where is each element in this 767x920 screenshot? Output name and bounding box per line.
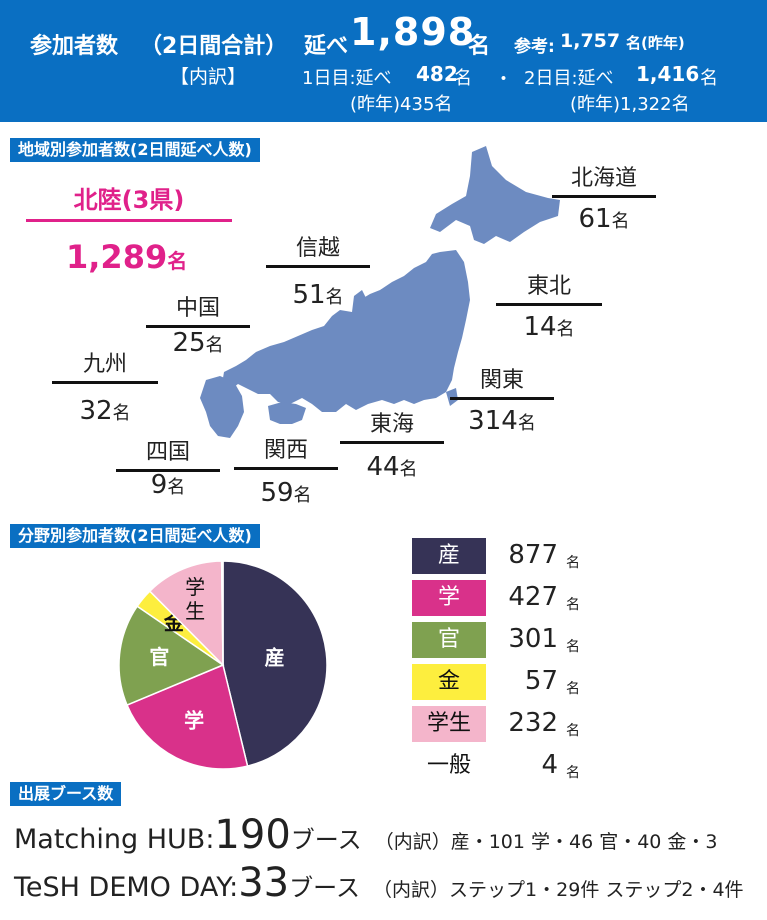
booth-name: Matching HUB — [14, 824, 206, 855]
booth-count: 33 — [238, 860, 290, 906]
map-kyushu — [200, 376, 244, 438]
legend-value-3: 57 — [524, 666, 558, 696]
day1-unit: 名 — [454, 68, 472, 89]
region-tohoku-name: 東北 — [496, 268, 602, 306]
booth-count: 190 — [214, 812, 291, 858]
pie-slice-1 — [126, 663, 249, 770]
legend-value-4: 232 — [508, 708, 558, 738]
legend-value-5: 4 — [541, 750, 558, 780]
region-kyushu-name: 九州 — [52, 346, 158, 384]
booth-colon: : — [205, 824, 215, 855]
legend-unit-4: 名 — [566, 723, 580, 739]
legend-unit-0: 名 — [566, 555, 580, 571]
region-kanto-name: 関東 — [450, 362, 554, 400]
pie-slice-2 — [118, 605, 225, 707]
legend-swatch-5: 一般 — [412, 748, 486, 784]
legend-swatch-1: 学 — [412, 580, 486, 616]
hokuriku-region-count: 1,289名 — [66, 238, 188, 276]
pie-slice-0 — [222, 560, 328, 767]
map-noto — [352, 290, 366, 312]
booth-unit: ブース — [290, 826, 362, 854]
legend-swatch-2: 官 — [412, 622, 486, 658]
region-tokai-count: 44名 — [366, 452, 418, 482]
legend-swatch-4: 学生 — [412, 706, 486, 742]
day1-label: 1日目:延べ — [302, 68, 392, 89]
region-section-title: 地域別参加者数(2日間延べ人数) — [10, 138, 260, 162]
region-hokkaido-name: 北海道 — [552, 160, 656, 198]
reference-value: 1,757 — [560, 30, 621, 52]
separator: ・ — [494, 68, 514, 90]
booth-unit: ブース — [289, 874, 360, 902]
pie-slice-5 — [220, 560, 224, 666]
region-kansai-count: 59名 — [260, 478, 312, 508]
pie-slice-4 — [148, 560, 224, 667]
pie-slice-label-4-1: 生 — [185, 599, 205, 623]
region-shinetsu-name: 信越 — [266, 230, 370, 268]
japan-map — [200, 146, 560, 438]
booth-detail: （内訳）ステップ1・29件 ステップ2・4件 — [373, 879, 744, 901]
legend-unit-1: 名 — [566, 597, 580, 613]
pie-slice-label-1: 学 — [184, 709, 204, 733]
region-chugoku-count: 25名 — [172, 328, 224, 358]
region-tohoku-count: 14名 — [523, 312, 575, 342]
legend-swatch-3: 金 — [412, 664, 486, 700]
booth-name: TeSH DEMO DAY — [14, 872, 230, 903]
total-unit: 名 — [468, 34, 491, 59]
day2-label: 2日目:延べ — [524, 68, 614, 89]
region-kansai-name: 関西 — [234, 432, 338, 470]
day1-value: 482 — [416, 62, 458, 86]
legend-unit-5: 名 — [566, 765, 580, 781]
region-tokai-name: 東海 — [340, 406, 444, 444]
legend-value-0: 877 — [508, 540, 558, 570]
summary-header: 参加者数 （2日間合計） 延べ 1,898 名 参考: 1,757 名(昨年) … — [0, 0, 767, 122]
booth-row-matching-hub: Matching HUB:190ブース （内訳）産・101 学・46 官・40 … — [14, 812, 718, 858]
legend-value-1: 427 — [508, 582, 558, 612]
booth-row-tesh-demo-day: TeSH DEMO DAY:33ブース （内訳）ステップ1・29件 ステップ2・… — [14, 860, 744, 906]
region-shikoku-count: 9名 — [150, 470, 186, 500]
total-prefix: 延べ — [304, 34, 349, 59]
reference-unit: 名(昨年) — [626, 34, 685, 52]
booth-detail: （内訳）産・101 学・46 官・40 金・3 — [374, 831, 718, 853]
reference-label: 参考: — [514, 37, 555, 57]
period-label: （2日間合計） — [140, 34, 288, 59]
pie-slice-label-0: 産 — [265, 645, 285, 669]
pie-slice-label-2: 官 — [149, 645, 169, 669]
map-hokkaido — [430, 146, 560, 244]
legend-unit-2: 名 — [566, 639, 580, 655]
participants-label: 参加者数 — [30, 34, 119, 59]
legend-swatch-0: 産 — [412, 538, 486, 574]
booth-section-title: 出展ブース数 — [10, 782, 122, 806]
booth-colon: : — [229, 872, 239, 903]
region-hokkaido-count: 61名 — [578, 204, 630, 234]
breakdown-label: 【内訳】 — [170, 66, 247, 88]
region-kyushu-count: 32名 — [79, 396, 131, 426]
day1-previous: (昨年)435名 — [350, 94, 453, 115]
field-section-title: 分野別参加者数(2日間延べ人数) — [10, 524, 260, 548]
region-chugoku-name: 中国 — [146, 290, 250, 328]
total-participants: 1,898 — [350, 10, 476, 54]
map-honshu — [222, 250, 470, 412]
legend-unit-3: 名 — [566, 681, 580, 697]
pie-slice-label-4-0: 学 — [185, 575, 205, 599]
hokuriku-region-name: 北陸(3県) — [26, 180, 232, 222]
region-shinetsu-count: 51名 — [292, 280, 344, 310]
day2-previous: (昨年)1,322名 — [570, 94, 690, 115]
region-kanto-count: 314名 — [468, 406, 536, 436]
day2-unit: 名 — [700, 68, 718, 89]
day2-value: 1,416 — [636, 62, 700, 86]
legend-value-2: 301 — [508, 624, 558, 654]
region-shikoku-name: 四国 — [116, 434, 220, 472]
map-shikoku — [268, 402, 306, 424]
